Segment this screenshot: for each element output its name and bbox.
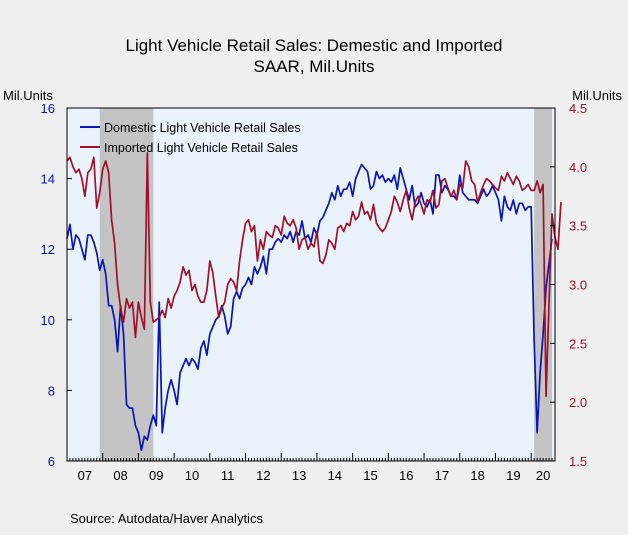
x-tick-label-08: 08 [113, 468, 127, 483]
x-axis: 07 08 09 10 11 12 13 14 15 16 17 18 19 20 [66, 453, 556, 483]
right-tick-label-3.0: 3.0 [569, 278, 587, 293]
x-tick-label-07: 07 [78, 468, 92, 483]
right-tick-label-2.5: 2.5 [569, 336, 587, 351]
right-tick-label-2.0: 2.0 [569, 395, 587, 410]
series-line-domestic [66, 163, 553, 452]
x-tick-label-18: 18 [470, 468, 484, 483]
x-tick-label-17: 17 [435, 468, 449, 483]
left-tick-label-8: 8 [48, 383, 55, 398]
left-tick-label-10: 10 [41, 313, 55, 328]
x-tick-label-19: 19 [506, 468, 520, 483]
right-axis: 1.5 2.0 2.5 3.0 3.5 4.0 4.5 [550, 101, 587, 469]
source-note: Source: Autodata/Haver Analytics [70, 511, 263, 526]
left-tick-label-6: 6 [48, 454, 55, 469]
left-tick-label-12: 12 [41, 242, 55, 257]
series-line-imported [66, 151, 562, 398]
x-tick-label-14: 14 [328, 468, 342, 483]
x-tick-label-16: 16 [399, 468, 413, 483]
chart-subtitle: SAAR, Mil.Units [254, 57, 375, 76]
legend: Domestic Light Vehicle Retail Sales Impo… [80, 121, 301, 155]
x-tick-label-09: 09 [149, 468, 163, 483]
x-tick-label-13: 13 [292, 468, 306, 483]
legend-label-imported: Imported Light Vehicle Retail Sales [104, 141, 298, 155]
x-tick-label-10: 10 [185, 468, 199, 483]
legend-label-domestic: Domestic Light Vehicle Retail Sales [104, 121, 301, 135]
right-axis-label: Mil.Units [572, 88, 622, 103]
x-tick-label-15: 15 [363, 468, 377, 483]
left-axis: 6 8 10 12 14 16 [41, 101, 72, 469]
right-tick-label-1.5: 1.5 [569, 454, 587, 469]
x-tick-label-11: 11 [221, 468, 235, 483]
x-tick-label-12: 12 [256, 468, 270, 483]
left-axis-label: Mil.Units [3, 88, 53, 103]
left-tick-label-16: 16 [41, 101, 55, 116]
series-lines [66, 151, 562, 452]
right-tick-label-3.5: 3.5 [569, 219, 587, 234]
chart-title: Light Vehicle Retail Sales: Demestic and… [125, 36, 502, 55]
right-tick-label-4.0: 4.0 [569, 160, 587, 175]
right-tick-label-4.5: 4.5 [569, 101, 587, 116]
x-tick-label-20: 20 [536, 468, 550, 483]
left-tick-label-14: 14 [41, 172, 55, 187]
